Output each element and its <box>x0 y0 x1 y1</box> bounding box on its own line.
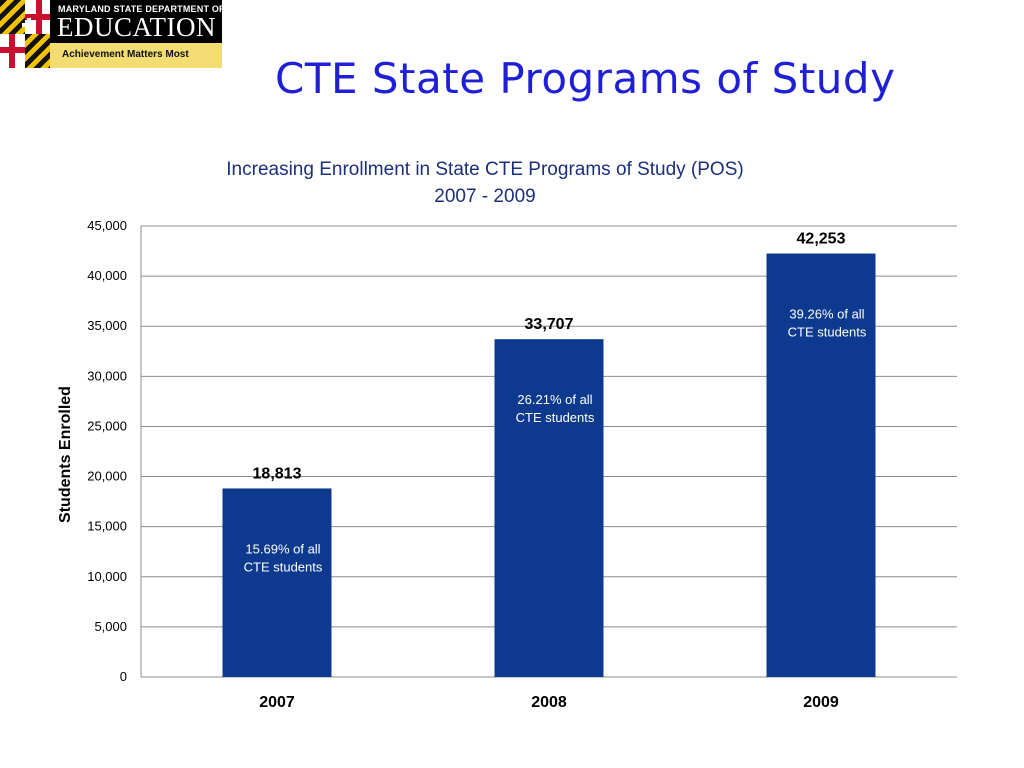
y-tick-label: 15,000 <box>87 519 127 534</box>
chart-title: Increasing Enrollment in State CTE Progr… <box>226 159 744 180</box>
bar-annotation: CTE students <box>788 325 867 340</box>
x-tick-label: 2008 <box>531 694 567 711</box>
y-tick-label: 0 <box>120 669 127 684</box>
logo-education-text: EDUCATION <box>57 12 216 42</box>
y-tick-label: 30,000 <box>87 368 127 383</box>
y-axis-label: Students Enrolled <box>57 386 74 523</box>
y-tick-label: 35,000 <box>87 318 127 333</box>
y-tick-label: 40,000 <box>87 268 127 283</box>
logo-tagline: Achievement Matters Most <box>62 49 189 60</box>
bar-annotation: CTE students <box>516 410 595 425</box>
slide-title: CTE State Programs of Study <box>275 54 896 103</box>
bar-2009 <box>766 253 876 677</box>
data-label: 18,813 <box>253 465 302 482</box>
bar-2007 <box>222 488 332 677</box>
bar-2008 <box>494 339 604 677</box>
y-tick-label: 10,000 <box>87 569 127 584</box>
bar-annotation: 26.21% of all <box>517 392 592 407</box>
x-tick-label: 2009 <box>803 694 839 711</box>
y-tick-label: 45,000 <box>87 218 127 233</box>
msde-logo: MARYLAND STATE DEPARTMENT OF EDUCATION A… <box>0 0 225 68</box>
y-tick-label: 20,000 <box>87 469 127 484</box>
data-label: 42,253 <box>797 231 846 248</box>
logo-department-text: MARYLAND STATE DEPARTMENT OF <box>58 4 225 14</box>
data-label: 33,707 <box>525 316 574 333</box>
bar-annotation: 15.69% of all <box>245 541 320 556</box>
y-tick-label: 5,000 <box>94 619 127 634</box>
y-tick-label: 25,000 <box>87 418 127 433</box>
x-tick-label: 2007 <box>259 694 295 711</box>
bar-annotation: CTE students <box>244 559 323 574</box>
maryland-flag-icon <box>0 0 50 68</box>
chart-subtitle: 2007 - 2009 <box>434 186 536 207</box>
bar-annotation: 39.26% of all <box>789 307 864 322</box>
